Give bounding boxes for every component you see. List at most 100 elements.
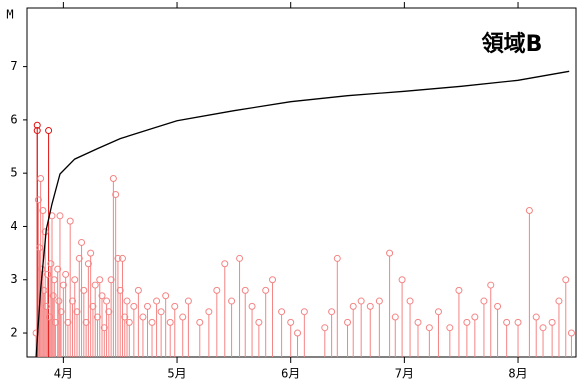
- event: [121, 313, 129, 357]
- event-marker: [125, 318, 133, 326]
- event-marker: [55, 297, 63, 305]
- event: [134, 286, 142, 357]
- event-marker: [45, 127, 53, 135]
- event: [494, 302, 502, 357]
- event-marker: [112, 190, 120, 198]
- event: [196, 318, 204, 357]
- event: [153, 297, 161, 357]
- event-marker: [103, 297, 111, 305]
- event-marker: [68, 297, 76, 305]
- event: [157, 308, 165, 357]
- event: [463, 318, 471, 357]
- event: [221, 260, 229, 357]
- event-marker: [71, 276, 79, 284]
- event: [539, 324, 547, 357]
- event-marker: [171, 302, 179, 310]
- event: [148, 318, 156, 357]
- event: [248, 302, 256, 357]
- event: [89, 302, 97, 357]
- event: [109, 175, 117, 357]
- event-marker: [241, 286, 249, 294]
- event: [80, 286, 88, 357]
- event-marker: [153, 297, 161, 305]
- event: [548, 318, 556, 357]
- event-marker: [455, 286, 463, 294]
- event-marker: [100, 324, 108, 332]
- event-marker: [62, 270, 70, 278]
- event: [171, 302, 179, 357]
- event: [425, 324, 433, 357]
- event: [82, 318, 90, 357]
- event: [49, 292, 57, 357]
- event-marker: [80, 286, 88, 294]
- event: [64, 318, 72, 357]
- event-marker: [73, 308, 81, 316]
- event-marker: [349, 302, 357, 310]
- event: [255, 318, 263, 357]
- event-marker: [398, 276, 406, 284]
- event: [525, 206, 533, 357]
- event-marker: [366, 302, 374, 310]
- event-marker: [59, 281, 67, 289]
- event-marker: [278, 308, 286, 316]
- event-marker: [567, 329, 575, 337]
- event: [130, 302, 138, 357]
- event: [480, 297, 488, 357]
- event-marker: [116, 286, 124, 294]
- event: [333, 254, 341, 357]
- event-marker: [184, 297, 192, 305]
- event: [166, 318, 174, 357]
- event-marker: [42, 302, 50, 310]
- event: [66, 217, 74, 357]
- event-marker: [33, 127, 41, 135]
- event: [241, 286, 249, 357]
- event-marker: [414, 318, 422, 326]
- event-marker: [532, 313, 540, 321]
- event-marker: [255, 318, 263, 326]
- event: [375, 297, 383, 357]
- event: [75, 254, 83, 357]
- event-marker: [139, 313, 147, 321]
- y-tick-label: 2: [10, 326, 17, 340]
- event-marker: [391, 313, 399, 321]
- event: [328, 308, 336, 357]
- event-marker: [33, 121, 41, 129]
- event: [107, 276, 115, 357]
- event-marker: [166, 318, 174, 326]
- y-tick-label: 3: [10, 272, 17, 286]
- event-marker: [446, 324, 454, 332]
- event-marker: [328, 308, 336, 316]
- event: [112, 190, 120, 357]
- event: [100, 324, 108, 357]
- event: [434, 308, 442, 357]
- event: [84, 260, 92, 357]
- event: [487, 281, 495, 357]
- event-marker: [64, 318, 72, 326]
- event: [125, 318, 133, 357]
- event-marker: [262, 286, 270, 294]
- event-marker: [37, 175, 45, 183]
- event-marker: [107, 276, 115, 284]
- event-marker: [248, 302, 256, 310]
- x-tick-label: 4月: [54, 367, 73, 381]
- event-marker: [321, 324, 329, 332]
- event-marker: [205, 308, 213, 316]
- event: [386, 249, 394, 357]
- y-tick-label: 7: [10, 59, 17, 73]
- event: [68, 297, 76, 357]
- x-tick-label: 5月: [167, 367, 186, 381]
- event-marker: [96, 276, 104, 284]
- event-marker: [148, 318, 156, 326]
- x-tick-label: 6月: [281, 367, 300, 381]
- event-marker: [114, 254, 122, 262]
- event: [406, 297, 414, 357]
- event: [47, 260, 55, 357]
- event: [56, 212, 64, 357]
- event: [391, 313, 399, 357]
- event: [93, 313, 101, 357]
- event: [39, 206, 47, 357]
- event: [228, 297, 236, 357]
- y-tick-label: 5: [10, 166, 17, 180]
- event: [514, 318, 522, 357]
